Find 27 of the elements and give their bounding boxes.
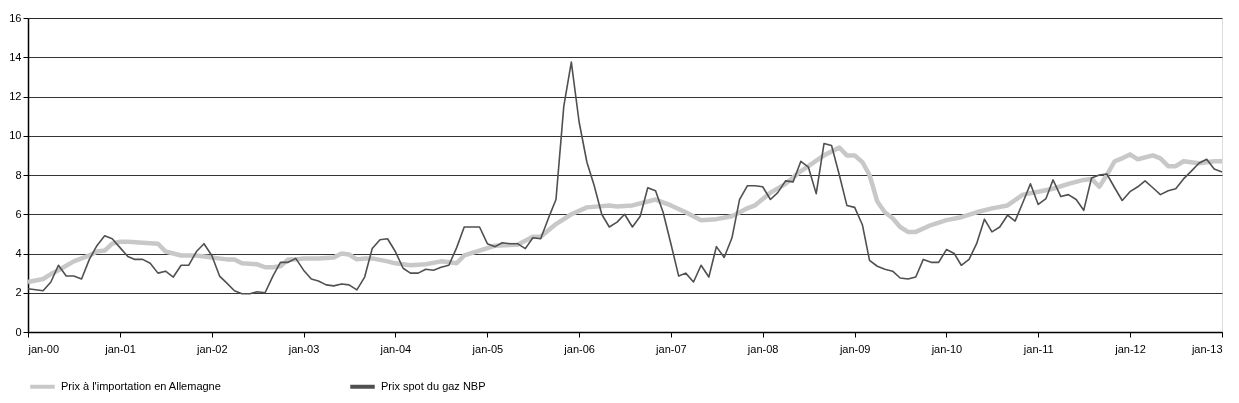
x-tick-label: jan-08 xyxy=(746,342,779,355)
y-tick-label: 10 xyxy=(9,129,22,142)
x-tick-label: jan-11 xyxy=(1022,342,1054,355)
y-tick-label: 4 xyxy=(15,247,22,259)
y-tick-label: 14 xyxy=(9,50,22,63)
legend-label: Prix à l'importation en Allemagne xyxy=(61,379,221,392)
x-tick-label: jan-02 xyxy=(196,342,228,355)
x-tick-label: jan-12 xyxy=(1114,342,1146,355)
y-tick-label: 12 xyxy=(9,90,22,102)
x-tick-label: jan-04 xyxy=(379,342,412,355)
line-series xyxy=(25,145,1225,285)
line-series xyxy=(27,61,1223,295)
y-tick-label: 6 xyxy=(15,207,22,220)
y-tick-label: 0 xyxy=(15,325,22,338)
x-tick-label: jan-05 xyxy=(471,342,504,355)
y-tick-label: 8 xyxy=(15,168,22,181)
x-tick-label: jan-03 xyxy=(287,342,320,355)
legend-label: Prix spot du gaz NBP xyxy=(381,379,486,392)
x-tick-label: jan-01 xyxy=(104,342,136,355)
y-tick-label: 2 xyxy=(15,286,22,299)
x-tick-label: jan-09 xyxy=(838,342,871,355)
x-tick-label: jan-06 xyxy=(563,342,595,355)
x-tick-label: jan-07 xyxy=(655,342,687,355)
x-tick-label: jan-13 xyxy=(1190,342,1223,355)
x-tick-label: jan-10 xyxy=(930,342,963,355)
x-tick-label: jan-00 xyxy=(27,342,60,355)
y-tick-label: 16 xyxy=(9,11,22,24)
